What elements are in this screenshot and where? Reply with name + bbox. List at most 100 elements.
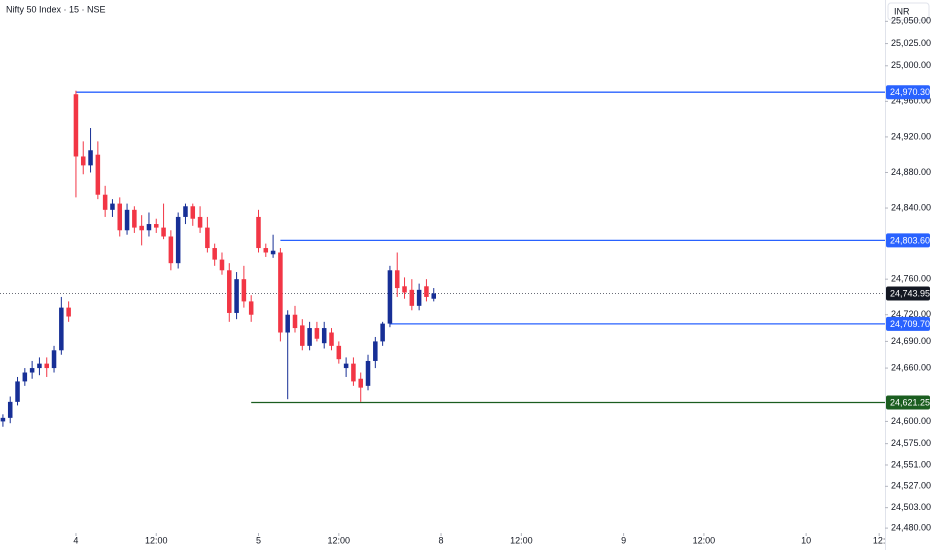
candle-body: [37, 363, 42, 369]
y-tick-label: 25,050.00: [891, 16, 931, 26]
x-tick-label: 4: [73, 535, 78, 545]
currency: INR: [894, 6, 910, 16]
candle-body: [373, 341, 378, 361]
candle-body: [285, 314, 290, 333]
candle-body: [380, 323, 385, 342]
price-tag: [886, 233, 930, 248]
candle-body: [15, 381, 20, 402]
candle-body: [59, 307, 64, 351]
candle-body: [365, 360, 371, 386]
candle-body: [190, 206, 196, 219]
y-tick-label: 24,600.00: [891, 416, 931, 426]
candle-body: [314, 328, 320, 339]
price-tag: [886, 316, 930, 331]
price-tag: [886, 286, 930, 301]
candle-body: [51, 350, 57, 369]
y-tick-label: 24,840.00: [891, 202, 931, 212]
candle-body: [44, 363, 49, 369]
candle-body: [270, 250, 276, 255]
candle-body: [300, 325, 305, 346]
candle-body: [292, 314, 298, 329]
price-tag-label: 24,970.30: [890, 87, 930, 97]
price-tag-label: 24,709.70: [890, 319, 930, 329]
candle-body: [409, 289, 415, 306]
candle-body: [278, 252, 283, 333]
x-tick-label: 10: [801, 535, 811, 545]
candle-body: [175, 216, 181, 264]
price-tag: [886, 395, 930, 410]
candle-body: [197, 216, 203, 228]
candle-body: [146, 224, 152, 231]
currency-box[interactable]: [887, 2, 930, 21]
candle-body: [263, 248, 269, 253]
price-tag-label: 24,743.95: [890, 288, 930, 298]
y-tick-label: 25,000.00: [891, 60, 931, 70]
y-tick-label: 24,690.00: [891, 336, 931, 346]
candle-body: [227, 270, 232, 313]
y-tick-label: 25,025.00: [891, 38, 931, 48]
y-tick-label: 24,551.00: [891, 459, 931, 469]
candle-body: [66, 307, 71, 317]
price-tag-label: 24,621.25: [890, 397, 930, 407]
candle-body: [241, 279, 247, 302]
y-tick-label: 24,503.00: [891, 502, 931, 512]
y-tick-label: 24,527.00: [891, 481, 931, 491]
candle-body: [343, 363, 349, 369]
candle-body: [358, 378, 363, 388]
candle-body: [117, 203, 123, 231]
candle-body: [153, 224, 159, 228]
candle-body: [321, 328, 327, 344]
candle-body: [248, 301, 254, 315]
candle-body: [387, 270, 393, 324]
candle-body: [168, 236, 174, 264]
candle-body: [139, 225, 144, 231]
x-tick-label: 12:00: [328, 535, 351, 545]
price-tag-label: 24,803.60: [890, 235, 930, 245]
candle-body: [110, 203, 115, 210]
candle-body: [132, 209, 137, 228]
candle-body: [307, 328, 312, 346]
chart-title: Nifty 50 Index · 15 · NSE: [6, 4, 106, 14]
candle-body: [88, 150, 93, 166]
x-tick-label: 8: [439, 535, 444, 545]
candle-body: [431, 293, 437, 299]
candle-body: [336, 345, 342, 360]
candle-body: [7, 401, 13, 418]
price-tag: [886, 85, 930, 100]
candle-body: [0, 417, 6, 422]
candle-body: [80, 156, 86, 166]
candle-body: [416, 289, 422, 306]
candle-body: [351, 363, 356, 382]
x-tick-label: 12:00: [145, 535, 168, 545]
candle-body: [124, 209, 130, 231]
candle-body: [234, 279, 239, 313]
candle-body: [161, 227, 166, 237]
candle-body: [394, 270, 400, 289]
candle-body: [256, 216, 261, 249]
y-tick-label: 24,920.00: [891, 131, 931, 141]
x-tick-label: 12:: [873, 535, 886, 545]
y-tick-label: 24,960.00: [891, 96, 931, 106]
candle-body: [219, 259, 225, 271]
candle-body: [424, 286, 429, 297]
candle-body: [183, 206, 188, 217]
candle-body: [22, 372, 28, 382]
candle-body: [95, 154, 101, 195]
candle-body: [402, 286, 407, 293]
y-tick-label: 24,760.00: [891, 274, 931, 284]
candle-body: [29, 368, 35, 373]
candle-body: [329, 332, 334, 346]
y-tick-label: 24,660.00: [891, 362, 931, 372]
candle-body: [73, 94, 79, 157]
y-tick-label: 24,480.00: [891, 522, 931, 532]
y-tick-label: 24,880.00: [891, 167, 931, 177]
x-tick-label: 12:00: [693, 535, 716, 545]
candle-body: [102, 194, 108, 210]
candle-body: [212, 248, 217, 260]
x-tick-label: 12:00: [510, 535, 533, 545]
y-tick-label: 24,575.00: [891, 438, 931, 448]
y-tick-label: 24,720.00: [891, 309, 931, 319]
